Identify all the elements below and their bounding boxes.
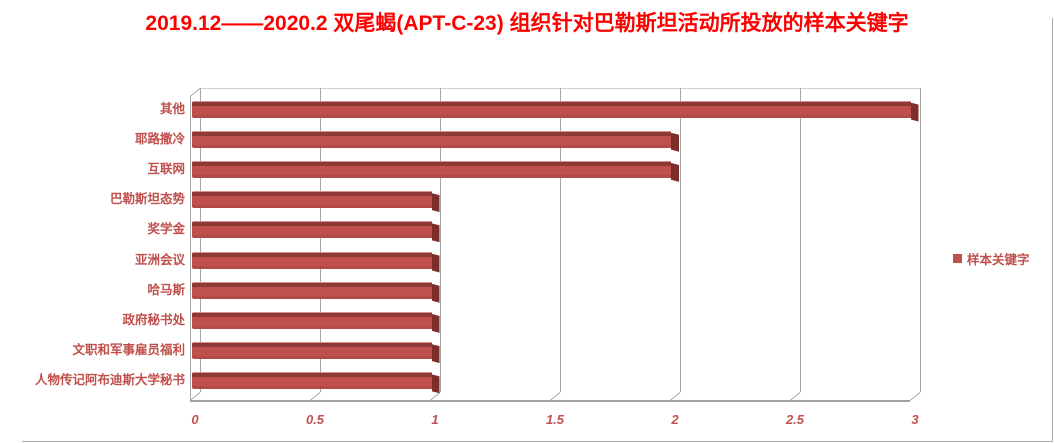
category-label: 互联网 — [147, 161, 185, 176]
category-label: 人物传记阿布迪斯大学秘书 — [34, 373, 185, 388]
gridline-foot — [909, 392, 921, 401]
backwall-left-border — [200, 88, 201, 392]
x-axis-tick-label: 0.5 — [305, 412, 325, 427]
x-axis-tick-label: 1 — [431, 412, 439, 427]
category-label: 耶路撒冷 — [134, 131, 185, 146]
chart-border-right — [1052, 18, 1053, 442]
bar — [192, 160, 671, 178]
x-axis-tick-label: 0 — [191, 412, 199, 427]
gridline — [680, 88, 681, 392]
category-label: 奖学金 — [147, 222, 185, 237]
legend-swatch-icon — [953, 254, 962, 263]
category-label: 巴勒斯坦态势 — [109, 192, 185, 207]
chart-border-bottom — [22, 441, 1052, 442]
x-axis-line — [190, 400, 910, 402]
x-axis-tick-label: 3 — [911, 412, 919, 427]
gridline — [560, 88, 561, 392]
bar — [192, 130, 671, 148]
legend: 样本关键字 — [953, 249, 1030, 268]
bar — [192, 221, 432, 239]
bar — [192, 191, 432, 209]
bar — [192, 251, 432, 269]
category-label: 其他 — [159, 101, 185, 116]
x-axis-tick-label: 1.5 — [545, 412, 565, 427]
x-axis-tick-label: 2.5 — [785, 412, 805, 427]
category-label: 政府秘书处 — [122, 312, 185, 327]
chart-title: 2019.12——2020.2 双尾蝎(APT-C-23) 组织针对巴勒斯坦活动… — [145, 12, 909, 35]
bar — [192, 342, 432, 360]
category-label: 文职和军事雇员福利 — [72, 343, 185, 358]
category-label: 亚洲会议 — [134, 252, 185, 267]
bar — [192, 311, 432, 329]
bar — [192, 100, 911, 118]
y-axis-line — [190, 96, 191, 400]
category-label: 哈马斯 — [147, 282, 185, 297]
legend-label: 样本关键字 — [967, 253, 1030, 267]
gridline — [320, 88, 321, 392]
gridline — [800, 88, 801, 392]
bar — [192, 372, 432, 390]
gridline — [440, 88, 441, 392]
bar — [192, 281, 432, 299]
gridline — [920, 88, 921, 392]
x-axis-tick-label: 2 — [671, 412, 679, 427]
wall-top-diagonal — [189, 88, 201, 97]
